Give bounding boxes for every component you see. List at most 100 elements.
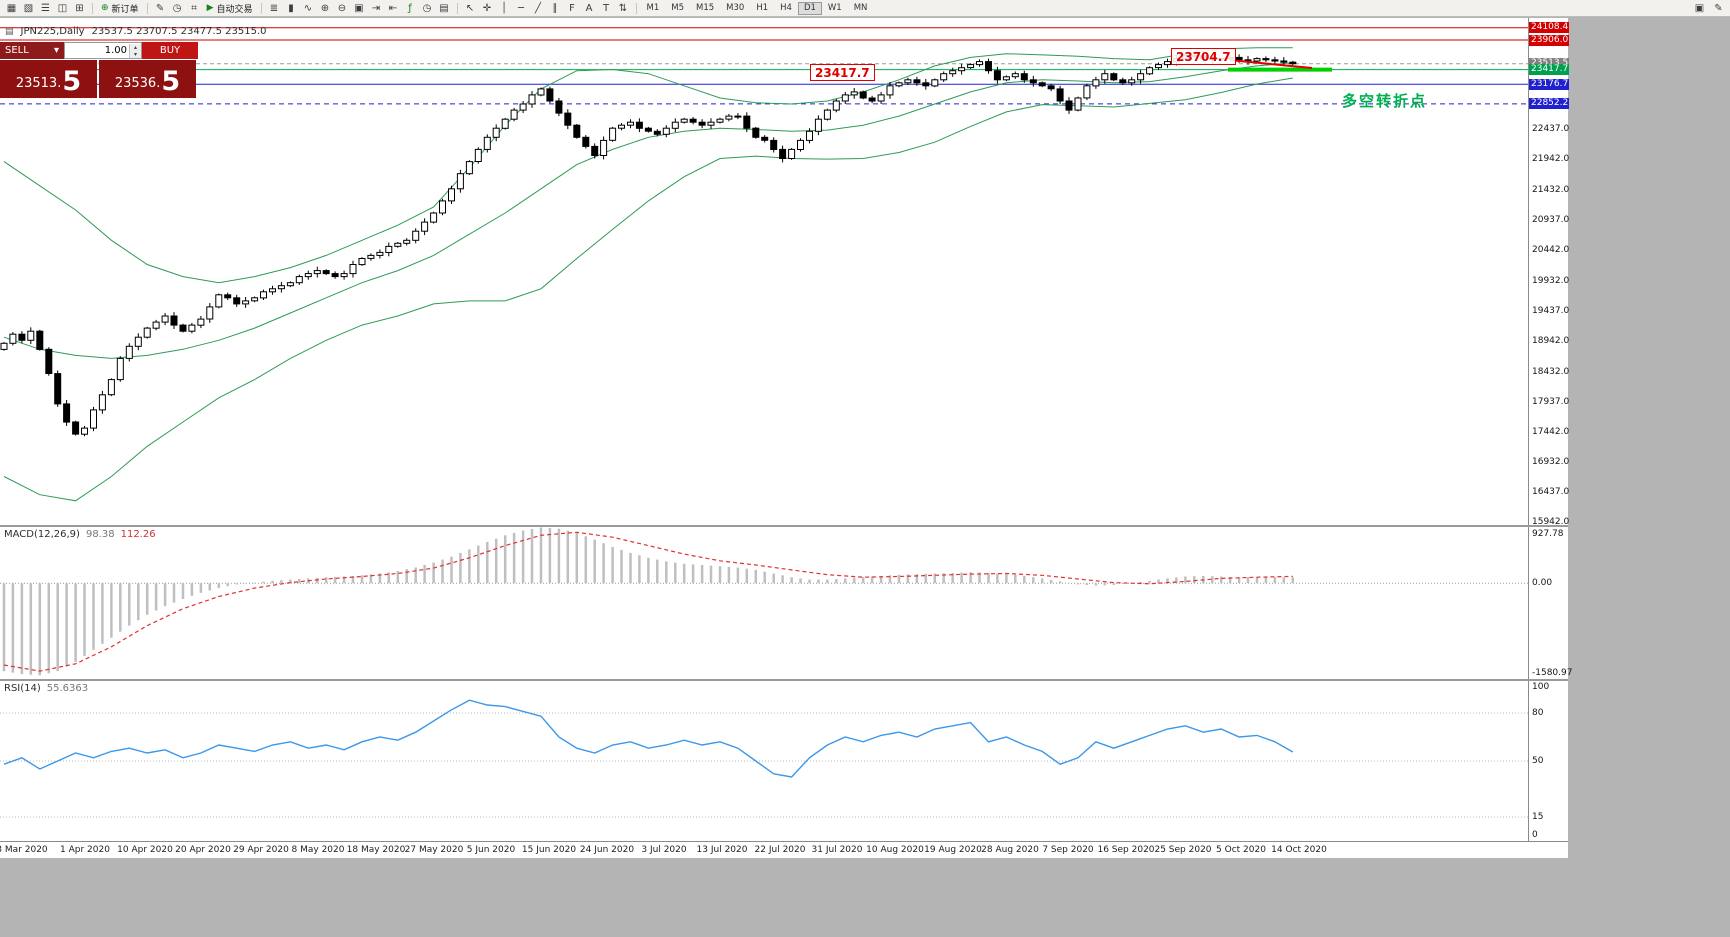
- date-axis-label: 3 Jul 2020: [641, 845, 687, 855]
- macd-chart[interactable]: [0, 527, 1528, 679]
- panel-separator[interactable]: [0, 679, 1568, 681]
- rsi-chart[interactable]: [0, 681, 1528, 841]
- buy-mode-button[interactable]: BUY: [142, 42, 198, 59]
- date-axis-label: 31 Jul 2020: [811, 845, 863, 855]
- date-axis-label: 7 Sep 2020: [1042, 845, 1094, 855]
- new-chart-icon[interactable]: ▦: [6, 2, 17, 14]
- price-axis-label: 16437.0: [1532, 487, 1570, 497]
- chart-symbol-period: JPN225,Daily: [20, 26, 85, 37]
- buy-price-button[interactable]: 23536. 5: [99, 60, 196, 98]
- date-axis-label: 20 Apr 2020: [175, 845, 231, 855]
- bollinger-lower-line: [3, 77, 1293, 502]
- sell-price-button[interactable]: 23513. 5: [0, 60, 97, 98]
- date-axis-label: 1 Apr 2020: [60, 845, 110, 855]
- label-icon[interactable]: T: [602, 2, 610, 14]
- sell-price-big-digit: 5: [62, 66, 82, 97]
- macd-signal-line: [3, 531, 1293, 672]
- timeframe-button-m1[interactable]: M1: [641, 2, 666, 15]
- candles-series: [0, 52, 1297, 437]
- tile-windows-icon[interactable]: ▣: [354, 2, 364, 14]
- down-trendline-red: [1229, 59, 1313, 69]
- new-order-button[interactable]: ⊕ 新订单: [97, 1, 143, 15]
- periods-icon[interactable]: ◷: [422, 2, 432, 14]
- date-axis-label: 15 Jun 2020: [521, 845, 577, 855]
- price-line-label: 23176.7: [1529, 79, 1569, 90]
- fibonacci-icon[interactable]: F: [569, 2, 575, 14]
- window-layout-icon[interactable]: ▣: [1694, 2, 1705, 14]
- price-line-label: 23417.7: [1529, 64, 1569, 75]
- timeframe-button-m30[interactable]: M30: [720, 2, 750, 15]
- volume-up-icon[interactable]: ▴: [130, 43, 141, 51]
- data-window-icon[interactable]: ◫: [57, 2, 68, 14]
- chart-shift-icon[interactable]: ⇤: [388, 2, 398, 14]
- profiles-icon[interactable]: ▧: [23, 2, 34, 14]
- macd-scale-label: -1580.97: [1532, 668, 1573, 678]
- edit-icon[interactable]: ✎: [1714, 2, 1723, 14]
- market-watch-icon[interactable]: ☰: [41, 2, 50, 14]
- arrows-icon[interactable]: ⇅: [618, 2, 628, 14]
- rsi-line: [3, 699, 1294, 778]
- system-toolbar-group: ▦ ▧ ☰ ◫ ⊞: [3, 2, 88, 15]
- candlestick-icon[interactable]: ▮: [288, 2, 294, 14]
- cursor-icon[interactable]: ↖: [465, 2, 475, 14]
- date-axis-label: 28 Aug 2020: [981, 845, 1039, 855]
- auto-scroll-icon[interactable]: ⇥: [371, 2, 381, 14]
- price-line-label: 23906.0: [1529, 35, 1569, 46]
- date-axis-label: 25 Sep 2020: [1154, 845, 1212, 855]
- sell-mode-label: SELL: [5, 45, 29, 56]
- strategy-tester-icon[interactable]: ◷: [172, 2, 182, 14]
- vertical-line-icon[interactable]: │: [500, 2, 508, 14]
- sell-mode-button[interactable]: SELL ▾: [0, 42, 64, 59]
- price-axis-label: 17937.0: [1532, 397, 1570, 407]
- price-axis[interactable]: 22437.0 21942.0 21432.0 20937.0 20442.0 19932…: [1528, 18, 1572, 841]
- crosshair-icon[interactable]: ✛: [482, 2, 492, 14]
- editor-toolbar-group: ✎ ◷ ⌗: [152, 2, 203, 15]
- bollinger-upper-line: [3, 47, 1293, 284]
- volume-input[interactable]: [65, 44, 129, 57]
- horizontal-line-icon[interactable]: ─: [517, 2, 525, 14]
- templates-icon[interactable]: ▤: [439, 2, 449, 14]
- rsi-scale-label: 100: [1532, 682, 1550, 692]
- rsi-value: 55.6363: [46, 683, 89, 694]
- zoom-in-icon[interactable]: ⊕: [320, 2, 330, 14]
- time-axis[interactable]: 3 Mar 2020 1 Apr 2020 10 Apr 2020 20 Apr 20…: [0, 841, 1568, 858]
- timeframe-button-d1[interactable]: D1: [797, 1, 822, 15]
- new-order-label: 新订单: [111, 4, 139, 15]
- rsi-scale-label: 0: [1532, 830, 1538, 840]
- main-price-chart[interactable]: [0, 18, 1528, 525]
- toolbar-right-group: ▣ ✎: [1691, 2, 1727, 15]
- timeframe-button-w1[interactable]: W1: [822, 2, 848, 15]
- timeframe-button-m15[interactable]: M15: [690, 2, 720, 15]
- navigator-icon[interactable]: ⊞: [75, 2, 84, 14]
- price-axis-label: 21942.0: [1532, 154, 1570, 164]
- timeframe-button-m5[interactable]: M5: [665, 2, 690, 15]
- text-icon[interactable]: A: [585, 2, 593, 14]
- timeframe-button-h1[interactable]: H1: [750, 2, 774, 15]
- chart-title: ▤ JPN225,Daily 23537.5 23707.5 23477.5 2…: [5, 26, 267, 37]
- rsi-label: RSI(14): [4, 683, 41, 694]
- bull-bear-turning-point-note[interactable]: 多空转折点: [1342, 92, 1428, 110]
- price-axis-label: 18942.0: [1532, 336, 1570, 346]
- volume-down-icon[interactable]: ▾: [130, 50, 141, 58]
- bar-chart-icon[interactable]: ≣: [269, 2, 279, 14]
- panel-separator[interactable]: [0, 525, 1568, 527]
- channel-icon[interactable]: ∥: [552, 2, 558, 14]
- indicators-icon[interactable]: ƒ: [408, 2, 412, 14]
- trendline-icon[interactable]: ╱: [534, 2, 542, 14]
- terminal-icon[interactable]: ⌗: [191, 2, 197, 14]
- bollinger-middle-line: [3, 62, 1293, 359]
- chart-ohlc-values: 23537.5 23707.5 23477.5 23515.0: [91, 26, 267, 37]
- date-axis-label: 14 Oct 2020: [1271, 845, 1327, 855]
- line-chart-icon[interactable]: ∿: [303, 2, 313, 14]
- price-annotation-box[interactable]: 23417.7: [810, 64, 875, 81]
- price-annotation-box[interactable]: 23704.7: [1171, 48, 1236, 65]
- price-axis-label: 19932.0: [1532, 276, 1570, 286]
- timeframe-button-h4[interactable]: H4: [774, 2, 798, 15]
- metaeditor-icon[interactable]: ✎: [155, 2, 165, 14]
- zoom-out-icon[interactable]: ⊖: [337, 2, 347, 14]
- macd-scale-label: 927.78: [1532, 529, 1564, 539]
- timeframe-button-mn[interactable]: MN: [848, 2, 874, 15]
- price-axis-label: 21432.0: [1532, 185, 1570, 195]
- autotrading-button[interactable]: ▶ 自动交易: [203, 1, 257, 15]
- date-axis-label: 5 Jun 2020: [466, 845, 516, 855]
